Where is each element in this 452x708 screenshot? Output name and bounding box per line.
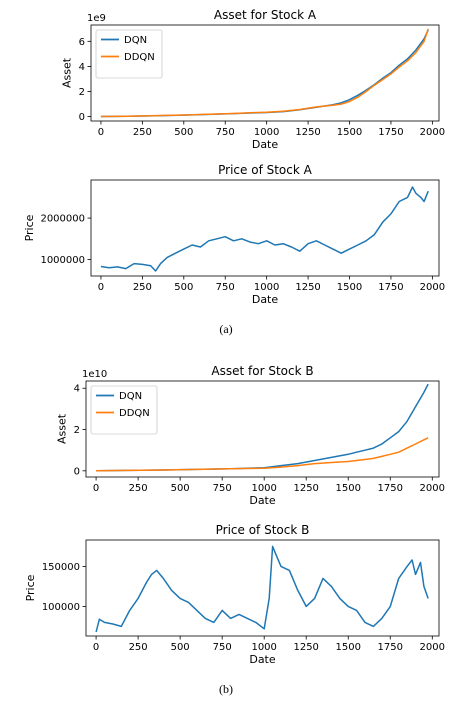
x-tick-label: 1750	[378, 282, 403, 293]
y-scale-note: 1e9	[87, 13, 106, 24]
legend-box	[95, 29, 163, 79]
series-line-0	[100, 186, 429, 272]
x-tick-label: 500	[171, 642, 190, 653]
x-tick-label: 1250	[295, 127, 320, 138]
y-tick-label: 0	[79, 112, 85, 123]
y-tick-label: 2	[79, 87, 85, 98]
figure-panel-0: (a) Asset for Stock A 0 250 500 750 1000 1250 15…	[23, 8, 445, 336]
x-tick-label: 250	[133, 127, 152, 138]
x-tick-label: 1500	[337, 282, 362, 293]
x-tick-label: 2000	[420, 483, 445, 494]
x-tick-label: 1000	[254, 282, 279, 293]
x-tick-label: 500	[174, 127, 193, 138]
y-tick-label: 150000	[42, 562, 80, 573]
legend-label-1: DDQN	[124, 52, 155, 63]
x-tick-label: 0	[98, 127, 104, 138]
x-tick-label: 0	[93, 642, 99, 653]
x-tick-label: 250	[133, 282, 152, 293]
chart-0-1: Price of Stock A 0 250 500 750 1000 1250 1500 17…	[23, 163, 445, 306]
x-tick-label: 1250	[295, 282, 320, 293]
x-tick-label: 0	[93, 483, 99, 494]
x-tick-label: 750	[216, 127, 235, 138]
x-tick-label: 750	[216, 282, 235, 293]
x-tick-label: 750	[213, 483, 232, 494]
x-tick-label: 1750	[378, 642, 403, 653]
x-tick-label: 1500	[337, 127, 362, 138]
legend-label-1: DDQN	[119, 408, 150, 419]
legend-label-0: DQN	[119, 391, 142, 402]
figure-panel-1: (b) Asset for Stock B 0 250 500 750 1000 1250 15…	[24, 364, 445, 696]
x-tick-label: 1750	[378, 127, 403, 138]
y-tick-label: 4	[74, 384, 80, 395]
y-tick-label: 0	[74, 466, 80, 477]
x-tick-label: 250	[129, 483, 148, 494]
x-axis-label: Date	[249, 494, 276, 507]
chart-title: Asset for Stock A	[214, 8, 317, 22]
x-tick-label: 750	[213, 642, 232, 653]
chart-0-0: Asset for Stock A 0 250 500 750 1000 1250 1500 1…	[61, 8, 445, 151]
plot-frame	[90, 24, 440, 122]
x-tick-label: 1250	[293, 483, 318, 494]
chart-title: Asset for Stock B	[211, 364, 313, 378]
x-tick-label: 250	[129, 642, 148, 653]
x-tick-label: 500	[171, 483, 190, 494]
series-line-0	[95, 545, 429, 633]
x-tick-label: 2000	[420, 127, 445, 138]
plot-frame	[90, 179, 440, 277]
x-tick-label: 1750	[378, 483, 403, 494]
plot-frame	[85, 380, 440, 478]
y-axis-label: Asset	[61, 57, 74, 88]
x-axis-label: Date	[252, 293, 279, 306]
legend: DQN DDQN	[95, 29, 163, 79]
figure-caption: (b)	[219, 682, 233, 696]
y-axis-label: Asset	[56, 413, 69, 444]
chart-title: Price of Stock B	[216, 523, 310, 537]
y-axis-label: Price	[23, 214, 36, 241]
x-axis-label: Date	[252, 138, 279, 151]
y-tick-label: 2	[74, 425, 80, 436]
legend-box	[90, 385, 158, 435]
x-tick-label: 1500	[336, 642, 361, 653]
x-axis-label: Date	[249, 653, 276, 666]
x-tick-label: 1000	[254, 127, 279, 138]
x-tick-label: 1500	[336, 483, 361, 494]
figure-caption: (a)	[219, 322, 232, 336]
plot-frame	[85, 539, 440, 637]
series-line-1	[100, 28, 429, 118]
y-tick-label: 6	[79, 37, 85, 48]
x-tick-label: 2000	[420, 282, 445, 293]
y-tick-label: 4	[79, 62, 85, 73]
legend: DQN DDQN	[90, 385, 158, 435]
x-tick-label: 0	[98, 282, 104, 293]
y-tick-label: 2000000	[40, 214, 85, 225]
x-tick-label: 2000	[420, 642, 445, 653]
x-tick-label: 1000	[251, 483, 276, 494]
y-scale-note: 1e10	[82, 369, 107, 380]
series-line-1	[96, 437, 429, 472]
x-tick-label: 500	[174, 282, 193, 293]
y-axis-label: Price	[24, 574, 37, 601]
x-tick-label: 1000	[251, 642, 276, 653]
chart-title: Price of Stock A	[218, 163, 312, 177]
chart-1-0: Asset for Stock B 0 250 500 750 1000 1250 1500 1…	[56, 364, 445, 507]
legend-label-0: DQN	[124, 35, 147, 46]
y-tick-label: 1000000	[40, 255, 85, 266]
y-tick-label: 100000	[42, 602, 80, 613]
x-tick-label: 1250	[293, 642, 318, 653]
chart-1-1: Price of Stock B 0 250 500 750 1000 1250 1500 17…	[24, 523, 445, 666]
